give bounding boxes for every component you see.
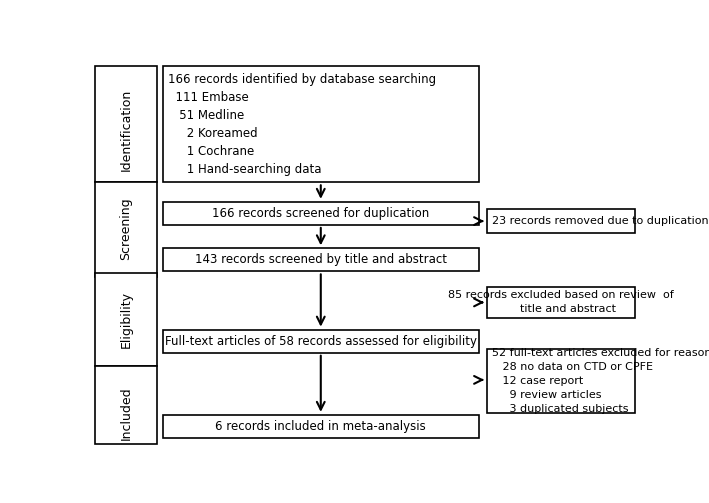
FancyBboxPatch shape (95, 274, 157, 366)
Text: 52 full-text articles excluded for reasons
   28 no data on CTD or CPFE
   12 ca: 52 full-text articles excluded for reaso… (493, 348, 709, 414)
FancyBboxPatch shape (163, 202, 479, 225)
Text: Full-text articles of 58 records assessed for eligibility: Full-text articles of 58 records assesse… (164, 334, 476, 348)
FancyBboxPatch shape (163, 329, 479, 353)
FancyBboxPatch shape (487, 349, 635, 413)
Text: 143 records screened by title and abstract: 143 records screened by title and abstra… (195, 254, 447, 266)
FancyBboxPatch shape (487, 209, 635, 233)
FancyBboxPatch shape (95, 366, 157, 444)
FancyBboxPatch shape (95, 183, 157, 277)
FancyBboxPatch shape (163, 66, 479, 183)
FancyBboxPatch shape (163, 415, 479, 438)
Text: 166 records screened for duplication: 166 records screened for duplication (212, 207, 430, 220)
Text: Screening: Screening (120, 198, 133, 260)
Text: Identification: Identification (120, 89, 133, 171)
Text: 23 records removed due to duplication: 23 records removed due to duplication (493, 216, 709, 226)
Text: Eligibility: Eligibility (120, 291, 133, 349)
FancyBboxPatch shape (163, 248, 479, 272)
Text: 85 records excluded based on review  of
    title and abstract: 85 records excluded based on review of t… (448, 290, 674, 314)
Text: 6 records included in meta-analysis: 6 records included in meta-analysis (216, 420, 426, 433)
FancyBboxPatch shape (487, 287, 635, 318)
Text: 166 records identified by database searching
  111 Embase
   51 Medline
     2 K: 166 records identified by database searc… (168, 73, 437, 176)
Text: Included: Included (120, 386, 133, 440)
FancyBboxPatch shape (95, 66, 157, 183)
